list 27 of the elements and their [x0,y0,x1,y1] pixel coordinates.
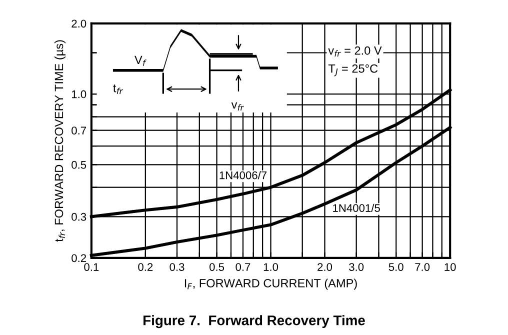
y-tick-label: 2.0 [72,20,86,28]
y-tick-label: 0.3 [72,212,86,221]
x-tick-label: 5.0 [388,263,404,271]
x-tick-label: 0.7 [236,263,250,271]
annotation: T$_{J}$ = 25°C [328,64,378,76]
x-tick-label: 1.0 [264,263,278,271]
annotation: v$_{fr}$ [231,102,244,110]
x-tick-label: 0.3 [170,263,184,271]
annotation: v$_{fr}$ = 2.0 V [328,46,382,57]
x-axis-title: I$_{F}$, FORWARD CURRENT (AMP) [184,278,357,290]
x-tick-label: 10 [444,263,456,271]
x-tick-label: 3.0 [349,263,364,271]
series-label: 1N4001/5 [333,204,380,212]
y-tick-label: 0.2 [72,254,86,262]
x-tick-label: 2.0 [318,263,332,271]
x-tick-label: 0.5 [209,263,224,271]
y-tick-label: 0.7 [72,126,86,134]
y-axis-title: t$_{fr}$, FORWARD RECOVERY TIME (µs) [54,40,66,242]
x-tick-label: 7.0 [415,263,430,271]
y-tick-label: 0.5 [72,160,86,169]
y-tick-label: 1.0 [72,90,86,98]
annotation: V$_{f}$ [134,56,146,66]
x-tick-label: 0.2 [138,263,153,271]
x-tick-label: 0.1 [84,263,99,271]
text: Figure 7. Forward Recovery Time [144,315,365,328]
annotation: t$_{fr}$ [113,84,124,94]
series-label: 1N4006/7 [220,171,267,180]
